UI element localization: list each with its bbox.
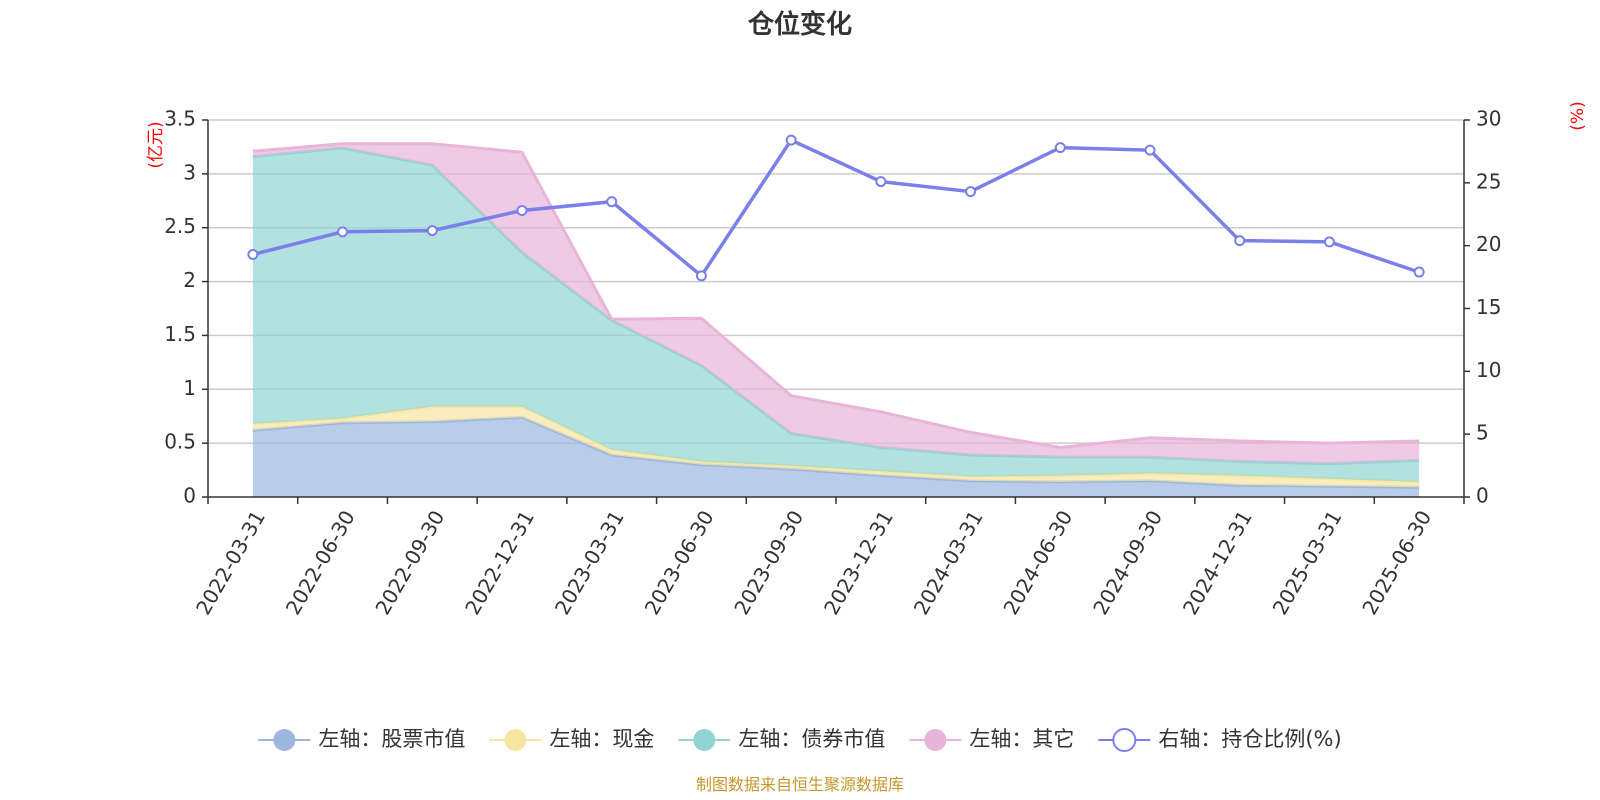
right-axis-unit: (%)	[1568, 101, 1588, 130]
holding-ratio-point[interactable]	[426, 225, 438, 237]
holding-ratio-point[interactable]	[516, 204, 528, 216]
holding-ratio-point[interactable]	[1234, 235, 1246, 247]
data-source-note: 制图数据来自恒生聚源数据库	[696, 775, 904, 794]
holding-ratio-point[interactable]	[875, 176, 887, 188]
x-tick-label: 2025-03-31	[1268, 506, 1347, 619]
legend-label: 左轴：债券市值	[738, 727, 885, 751]
left-tick-label: 3	[183, 160, 196, 184]
legend-marker	[924, 729, 947, 751]
holding-ratio-point[interactable]	[247, 248, 259, 260]
left-tick-label: 1	[183, 376, 196, 400]
left-tick-label: 1.5	[164, 322, 196, 346]
left-tick-label: 3.5	[164, 107, 196, 131]
stacked-areas	[252, 142, 1420, 497]
legend-item[interactable]: 右轴：持仓比例(%)	[1098, 727, 1342, 752]
holding-ratio-point[interactable]	[965, 186, 977, 198]
legend-marker	[273, 729, 296, 751]
x-tick-label: 2024-03-31	[909, 506, 988, 619]
x-tick-label: 2022-12-31	[460, 506, 539, 619]
holding-ratio-point[interactable]	[785, 134, 797, 146]
legend-label: 左轴：股票市值	[318, 727, 465, 751]
legend: 左轴：股票市值 左轴：现金 左轴：债券市值 左轴：其它 右轴：持仓比例(%)	[258, 727, 1342, 752]
left-tick-label: 2.5	[164, 214, 196, 238]
right-tick-label: 25	[1476, 169, 1501, 193]
x-tick-label: 2022-09-30	[370, 506, 449, 619]
x-tick-label: 2025-06-30	[1357, 506, 1436, 619]
area-series-1	[252, 406, 1420, 488]
holding-ratio-point[interactable]	[695, 270, 707, 282]
holding-ratio-line	[252, 137, 1420, 279]
legend-label: 右轴：持仓比例(%)	[1158, 727, 1341, 751]
area-edge-series-3	[252, 142, 1420, 450]
left-tick-label: 0	[183, 484, 196, 508]
x-tick-label: 2024-12-31	[1178, 506, 1257, 619]
x-tick-label: 2024-06-30	[998, 506, 1077, 619]
legend-item[interactable]: 左轴：股票市值	[258, 727, 465, 751]
x-tick-label: 2022-06-30	[281, 506, 360, 619]
holding-ratio-point[interactable]	[1054, 142, 1066, 154]
legend-item[interactable]: 左轴：现金	[489, 727, 654, 751]
x-tick-label: 2023-09-30	[729, 506, 808, 619]
left-tick-label: 0.5	[164, 430, 196, 454]
left-tick-label: 2	[183, 268, 196, 292]
chart-title: 仓位变化	[747, 9, 852, 40]
area-series-2	[252, 148, 1420, 482]
x-tick-label: 2023-03-31	[550, 506, 629, 619]
legend-label: 左轴：现金	[549, 727, 654, 751]
x-tick-label: 2022-03-31	[191, 506, 270, 619]
x-tick-label: 2023-06-30	[640, 506, 719, 619]
right-tick-label: 5	[1476, 421, 1489, 445]
holding-ratio-point[interactable]	[1323, 236, 1335, 248]
holding-ratio-point[interactable]	[1144, 144, 1156, 156]
legend-item[interactable]: 左轴：债券市值	[678, 727, 885, 751]
legend-marker	[693, 729, 716, 751]
right-tick-label: 0	[1476, 484, 1489, 508]
legend-marker	[1112, 728, 1137, 752]
x-tick-label: 2024-09-30	[1088, 506, 1167, 619]
holding-ratio-point[interactable]	[606, 196, 618, 208]
holding-ratio-line-layer	[247, 134, 1425, 282]
right-tick-label: 15	[1476, 295, 1501, 319]
area-series-0	[252, 417, 1420, 497]
legend-marker	[504, 729, 527, 751]
right-tick-label: 10	[1476, 358, 1501, 382]
legend-item[interactable]: 左轴：其它	[909, 727, 1074, 751]
right-tick-label: 20	[1476, 232, 1501, 256]
legend-label: 左轴：其它	[969, 727, 1074, 751]
area-series-3	[252, 143, 1420, 464]
right-tick-label: 30	[1476, 107, 1501, 131]
left-axis-unit: (亿元)	[146, 121, 166, 168]
holding-ratio-point[interactable]	[1413, 266, 1425, 278]
x-tick-label: 2023-12-31	[819, 506, 898, 619]
holding-ratio-point[interactable]	[337, 226, 349, 238]
